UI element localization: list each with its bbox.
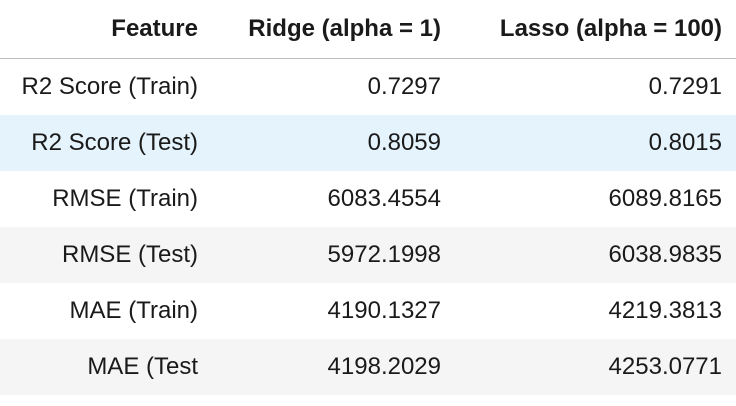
lasso-value: 4253.0771	[608, 352, 722, 380]
ridge-value: 0.8059	[367, 128, 441, 156]
ridge-value: 4190.1327	[327, 296, 441, 324]
column-header-lasso: Lasso (alpha = 100)	[455, 0, 736, 59]
table-header: Feature Ridge (alpha = 1) Lasso (alpha =…	[0, 0, 736, 59]
row-label: R2 Score (Test)	[31, 128, 198, 156]
lasso-value: 6089.8165	[608, 184, 722, 212]
table-row: MAE (Train) 4190.1327 4219.3813	[0, 282, 736, 339]
lasso-value: 4219.3813	[608, 296, 722, 324]
table-row-highlighted: R2 Score (Test) 0.8059 0.8015	[0, 114, 736, 171]
ridge-value: 4198.2029	[327, 352, 441, 380]
row-label: MAE (Train)	[69, 296, 198, 324]
row-label: R2 Score (Train)	[21, 72, 198, 100]
lasso-value: 0.7291	[648, 72, 722, 100]
lasso-value: 0.8015	[648, 128, 722, 156]
row-label: RMSE (Train)	[52, 184, 198, 212]
row-label: MAE (Test	[87, 352, 198, 380]
metrics-table: Feature Ridge (alpha = 1) Lasso (alpha =…	[0, 0, 736, 395]
row-label: RMSE (Test)	[61, 240, 198, 268]
ridge-value: 6083.4554	[327, 184, 441, 212]
table-body: R2 Score (Train) 0.7297 0.7291 R2 Score …	[0, 58, 736, 395]
lasso-value: 6038.9835	[608, 240, 722, 268]
table-row: RMSE (Test) 5972.1998 6038.9835	[0, 226, 736, 283]
ridge-value: 0.7297	[367, 72, 441, 100]
header-row: Feature Ridge (alpha = 1) Lasso (alpha =…	[0, 0, 736, 59]
table-row: RMSE (Train) 6083.4554 6089.8165	[0, 170, 736, 227]
table-row: MAE (Test 4198.2029 4253.0771	[0, 338, 736, 395]
column-header-feature: Feature	[0, 0, 212, 59]
column-header-ridge: Ridge (alpha = 1)	[212, 0, 455, 59]
ridge-value: 5972.1998	[327, 240, 441, 268]
table-row: R2 Score (Train) 0.7297 0.7291	[0, 58, 736, 115]
